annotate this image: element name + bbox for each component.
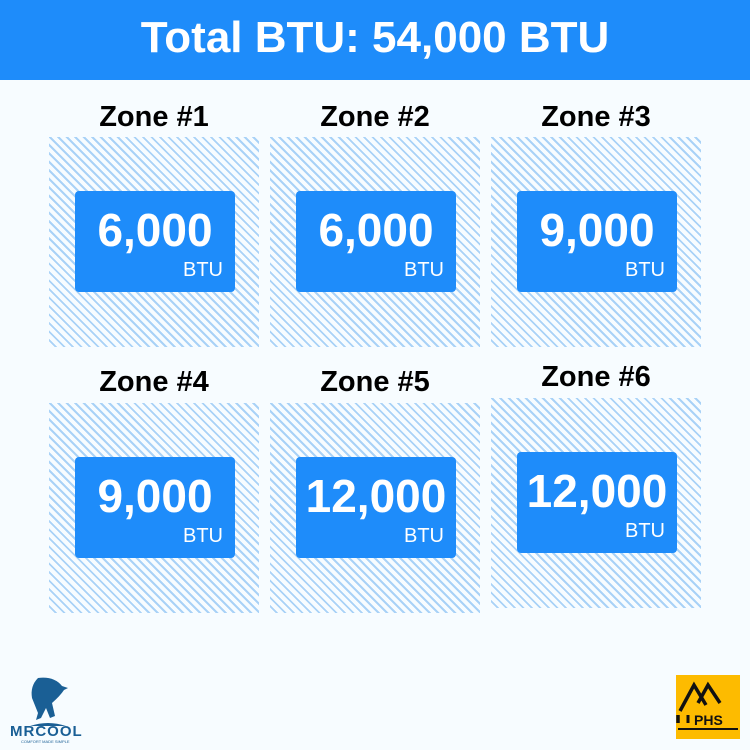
zone-title: Zone #1 <box>99 101 209 133</box>
svg-text:PHS: PHS <box>694 712 723 728</box>
btu-card: 12,000 BTU <box>296 457 456 558</box>
zone-title: Zone #5 <box>320 366 430 398</box>
btu-card: 12,000 BTU <box>517 452 677 553</box>
zone-box: 12,000 BTU <box>270 403 480 613</box>
btu-card: 6,000 BTU <box>75 191 235 292</box>
zone-box: 12,000 BTU <box>491 398 701 608</box>
zone-box: 9,000 BTU <box>49 403 259 613</box>
btu-value: 9,000 <box>97 470 213 522</box>
zone-title: Zone #2 <box>320 101 430 133</box>
zone-box: 6,000 BTU <box>270 137 480 347</box>
btu-value: 6,000 <box>97 204 213 256</box>
btu-value: 12,000 <box>526 465 668 517</box>
btu-unit: BTU <box>183 525 223 547</box>
zone-title: Zone #3 <box>541 101 651 133</box>
btu-unit: BTU <box>183 259 223 281</box>
btu-card: 9,000 BTU <box>75 457 235 558</box>
btu-value: 9,000 <box>539 204 655 256</box>
svg-text:COMFORT MADE SIMPLE: COMFORT MADE SIMPLE <box>21 739 70 743</box>
btu-card: 6,000 BTU <box>296 191 456 292</box>
zone-title: Zone #4 <box>99 366 209 398</box>
page-title: Total BTU: 54,000 BTU <box>0 0 750 80</box>
zone-box: 9,000 BTU <box>491 137 701 347</box>
zone-title: Zone #6 <box>541 361 651 393</box>
svg-text:MRCOOL: MRCOOL <box>10 723 83 740</box>
btu-unit: BTU <box>404 525 444 547</box>
btu-value: 6,000 <box>318 204 434 256</box>
btu-card: 9,000 BTU <box>517 191 677 292</box>
btu-unit: BTU <box>404 259 444 281</box>
zone-box: 6,000 BTU <box>49 137 259 347</box>
mrcool-logo: MRCOOL COMFORT MADE SIMPLE <box>8 668 113 744</box>
btu-value: 12,000 <box>305 470 447 522</box>
btu-unit: BTU <box>625 520 665 542</box>
phs-logo: PHS <box>676 675 740 739</box>
btu-unit: BTU <box>625 259 665 281</box>
